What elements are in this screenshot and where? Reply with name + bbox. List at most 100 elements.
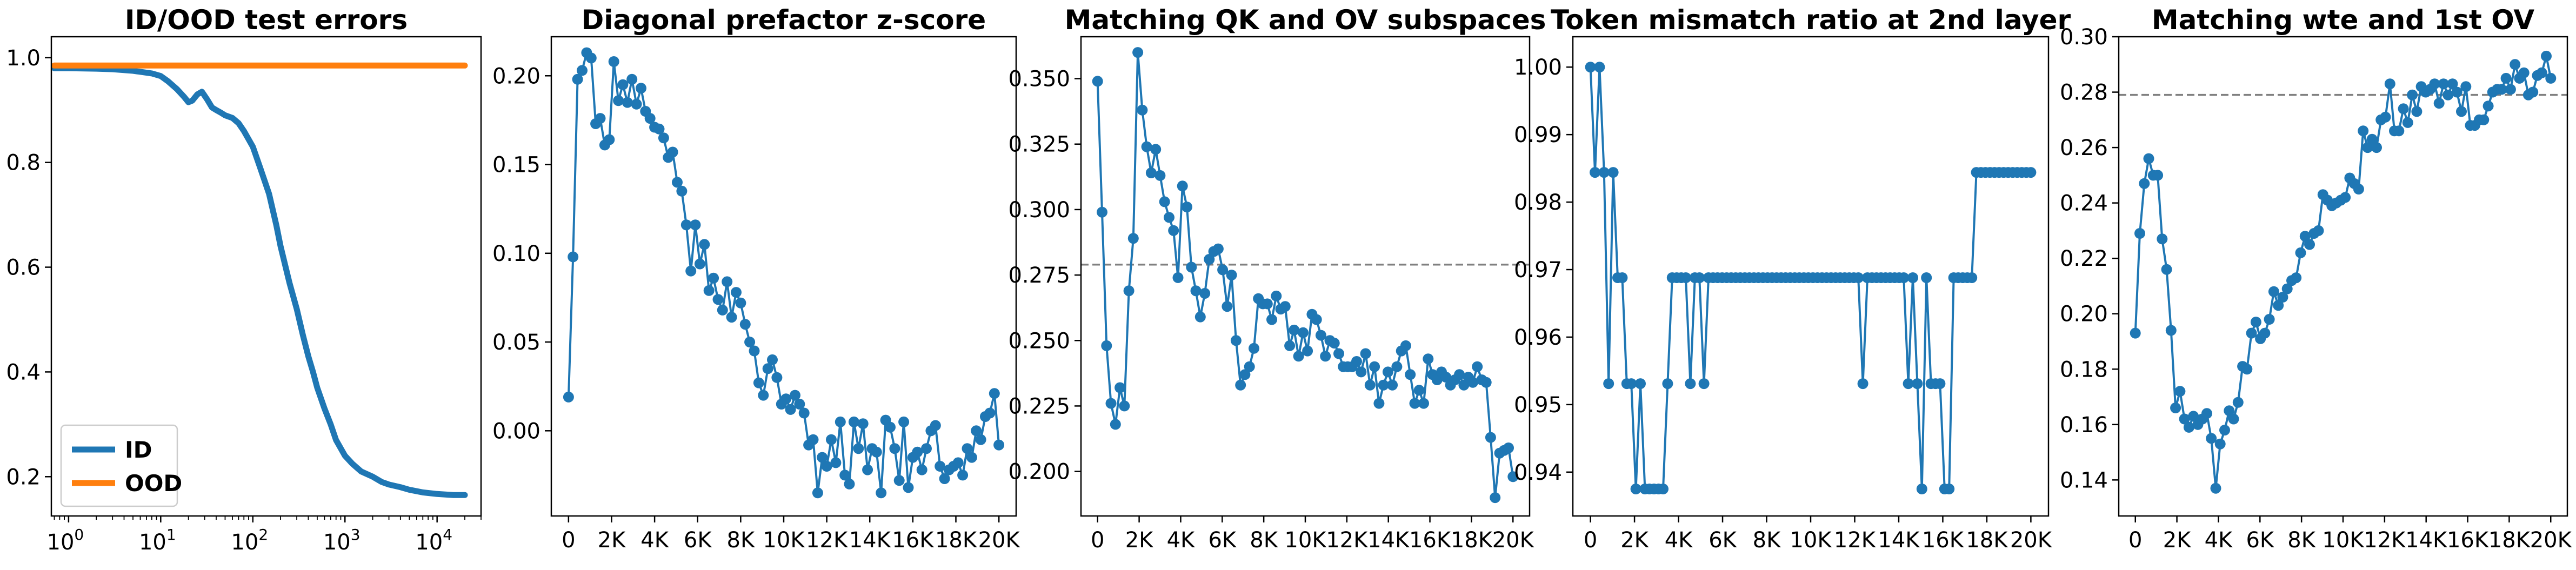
data-point [726, 312, 737, 323]
data-point [2179, 413, 2190, 425]
x-tick-label: 14K [849, 528, 892, 553]
data-point [703, 285, 715, 296]
data-point [1413, 385, 1425, 396]
legend: ID OOD [60, 424, 182, 507]
data-point [780, 393, 792, 405]
series-line [51, 65, 468, 498]
x-tick-label: 6K [684, 528, 712, 553]
data-point [1391, 361, 1403, 372]
data-point [2174, 386, 2186, 397]
data-point [2157, 233, 2168, 245]
series-1 [2130, 50, 2557, 494]
data-point [2545, 72, 2557, 84]
data-point [1454, 369, 1465, 380]
data-point [1119, 400, 1130, 412]
data-point [835, 416, 846, 427]
data-point [2313, 225, 2324, 236]
data-point [2398, 103, 2409, 115]
data-point [2219, 425, 2230, 436]
axes-frame [2118, 36, 2568, 517]
x-tick-label: 10K [2322, 528, 2365, 553]
data-point [903, 482, 914, 493]
data-point [2139, 178, 2150, 189]
data-point [672, 177, 683, 188]
data-point [1177, 180, 1188, 192]
data-point [1266, 314, 1277, 325]
data-point [930, 420, 941, 431]
y-tick-label: 0.22 [2060, 246, 2108, 271]
x-tick-label: 16K [2447, 528, 2490, 553]
data-point [1271, 290, 1282, 301]
data-point [608, 56, 619, 67]
data-point [708, 272, 719, 284]
data-point [1262, 298, 1273, 310]
data-point [1698, 378, 1710, 390]
data-point [1373, 398, 1385, 409]
data-point [1145, 167, 1157, 178]
data-point [898, 416, 910, 427]
data-point [739, 319, 751, 330]
data-point [952, 457, 964, 468]
data-point [2411, 106, 2422, 117]
data-point [1467, 377, 1478, 388]
data-point [767, 354, 778, 365]
chart-title: Diagonal prefactor z-score [582, 4, 986, 36]
data-point [744, 337, 756, 348]
data-point [1944, 484, 1955, 494]
data-point [1626, 378, 1637, 390]
data-point [2362, 142, 2373, 153]
data-point [2224, 405, 2235, 417]
data-point [2456, 106, 2467, 117]
data-point [876, 487, 887, 499]
x-tick-label: 0 [1091, 528, 1104, 553]
data-point [935, 461, 946, 472]
data-point [939, 473, 950, 484]
chart-panel-3: Matching QK and OV subspaces 0.200 0.225 0.… [1008, 4, 1546, 553]
data-point [1490, 492, 1501, 504]
chart-panel-1: ID/OOD test errors 0.2 0.4 0.6 0.8 1.0 100 101 1… [6, 4, 482, 555]
x-tick-label: 2K [1620, 528, 1649, 553]
data-point [1244, 361, 1255, 372]
y-tick-label: 1.0 [6, 46, 41, 71]
data-point [812, 487, 823, 499]
data-point [604, 134, 615, 145]
data-point [1912, 378, 1923, 390]
data-point [1472, 361, 1483, 372]
x-tick-label: 6K [1208, 528, 1237, 553]
data-point [1222, 301, 1233, 312]
x-tick-label: 20K [1492, 528, 1535, 553]
axes-frame [50, 36, 482, 517]
y-tick-label: 0.225 [1008, 394, 1070, 419]
data-point [1694, 272, 1705, 283]
data-point [2281, 283, 2293, 294]
x-tick-label: 16K [892, 528, 935, 553]
data-point [2134, 228, 2145, 239]
data-point [667, 146, 678, 158]
data-point [658, 132, 669, 144]
data-point [1853, 272, 1864, 283]
x-tick-label: 2K [598, 528, 626, 553]
data-point [885, 421, 896, 433]
x-tick-label: 16K [1922, 528, 1965, 553]
data-point [830, 457, 842, 468]
chart-panel-4: Token mismatch ratio at 2nd layer 0.94 0.9… [1514, 4, 2071, 553]
y-tick-label: 0.250 [1008, 328, 1070, 353]
chart-title: Matching wte and 1st OV [2152, 4, 2535, 36]
data-point [622, 97, 633, 108]
data-point [1115, 382, 1126, 393]
data-point [1132, 47, 1144, 58]
data-point [1320, 351, 1331, 362]
data-point [1333, 348, 1344, 359]
data-point [1503, 442, 1514, 453]
data-point [1903, 378, 1914, 390]
data-point [975, 434, 986, 445]
data-point [1603, 378, 1614, 390]
x-tick-label: 0 [1584, 528, 1597, 553]
data-point [1382, 366, 1393, 378]
y-tick-label: 0.18 [2060, 357, 2108, 382]
data-point [1378, 379, 1389, 391]
data-point [2442, 89, 2454, 100]
data-point [1097, 206, 1107, 218]
data-point [1387, 379, 1398, 391]
x-tick-label: 8K [2287, 528, 2316, 553]
